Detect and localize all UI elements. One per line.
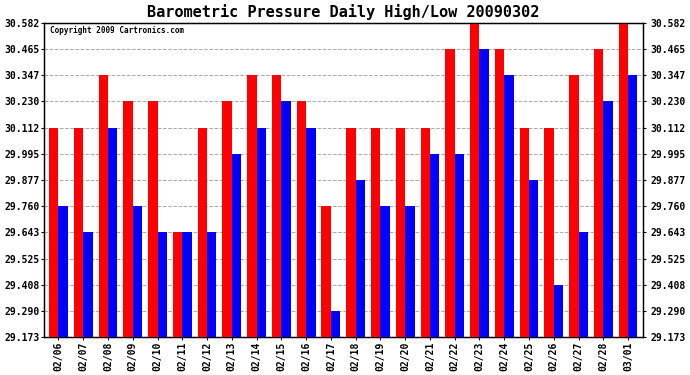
Bar	[306, 128, 315, 337]
Bar	[157, 232, 167, 337]
Bar	[396, 128, 405, 337]
Bar	[83, 232, 92, 337]
Bar	[207, 232, 217, 337]
Bar	[569, 75, 578, 337]
Bar	[445, 49, 455, 337]
Bar	[222, 101, 232, 337]
Bar	[346, 128, 355, 337]
Bar	[232, 154, 241, 337]
Bar	[197, 128, 207, 337]
Bar	[282, 101, 290, 337]
Bar	[108, 128, 117, 337]
Bar	[59, 206, 68, 337]
Bar	[99, 75, 108, 337]
Bar	[405, 206, 415, 337]
Bar	[628, 75, 638, 337]
Bar	[470, 23, 480, 337]
Bar	[594, 49, 603, 337]
Bar	[124, 101, 132, 337]
Bar	[578, 232, 588, 337]
Text: Copyright 2009 Cartronics.com: Copyright 2009 Cartronics.com	[50, 26, 184, 35]
Bar	[247, 75, 257, 337]
Bar	[420, 128, 430, 337]
Bar	[297, 101, 306, 337]
Bar	[74, 128, 83, 337]
Bar	[480, 49, 489, 337]
Bar	[322, 206, 331, 337]
Bar	[148, 101, 157, 337]
Bar	[554, 285, 563, 337]
Bar	[455, 154, 464, 337]
Bar	[544, 128, 554, 337]
Bar	[182, 232, 192, 337]
Bar	[380, 206, 390, 337]
Bar	[272, 75, 282, 337]
Bar	[529, 180, 538, 337]
Bar	[619, 23, 628, 337]
Bar	[520, 128, 529, 337]
Bar	[371, 128, 380, 337]
Bar	[331, 311, 340, 337]
Bar	[495, 49, 504, 337]
Bar	[132, 206, 142, 337]
Bar	[49, 128, 59, 337]
Bar	[173, 232, 182, 337]
Bar	[504, 75, 513, 337]
Bar	[355, 180, 365, 337]
Bar	[603, 101, 613, 337]
Bar	[430, 154, 440, 337]
Bar	[257, 128, 266, 337]
Title: Barometric Pressure Daily High/Low 20090302: Barometric Pressure Daily High/Low 20090…	[147, 4, 540, 20]
